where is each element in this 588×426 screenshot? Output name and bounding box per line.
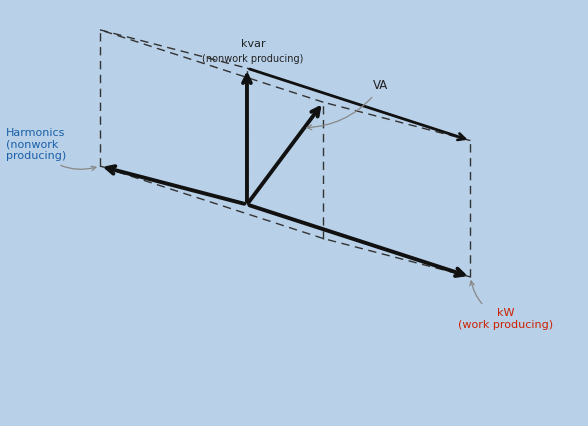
Text: kW
(work producing): kW (work producing): [458, 281, 553, 330]
Text: (nonwork producing): (nonwork producing): [202, 54, 303, 64]
Text: kvar: kvar: [240, 39, 265, 49]
Text: Harmonics
(nonwork
producing): Harmonics (nonwork producing): [6, 128, 96, 170]
Text: VA: VA: [307, 80, 389, 130]
